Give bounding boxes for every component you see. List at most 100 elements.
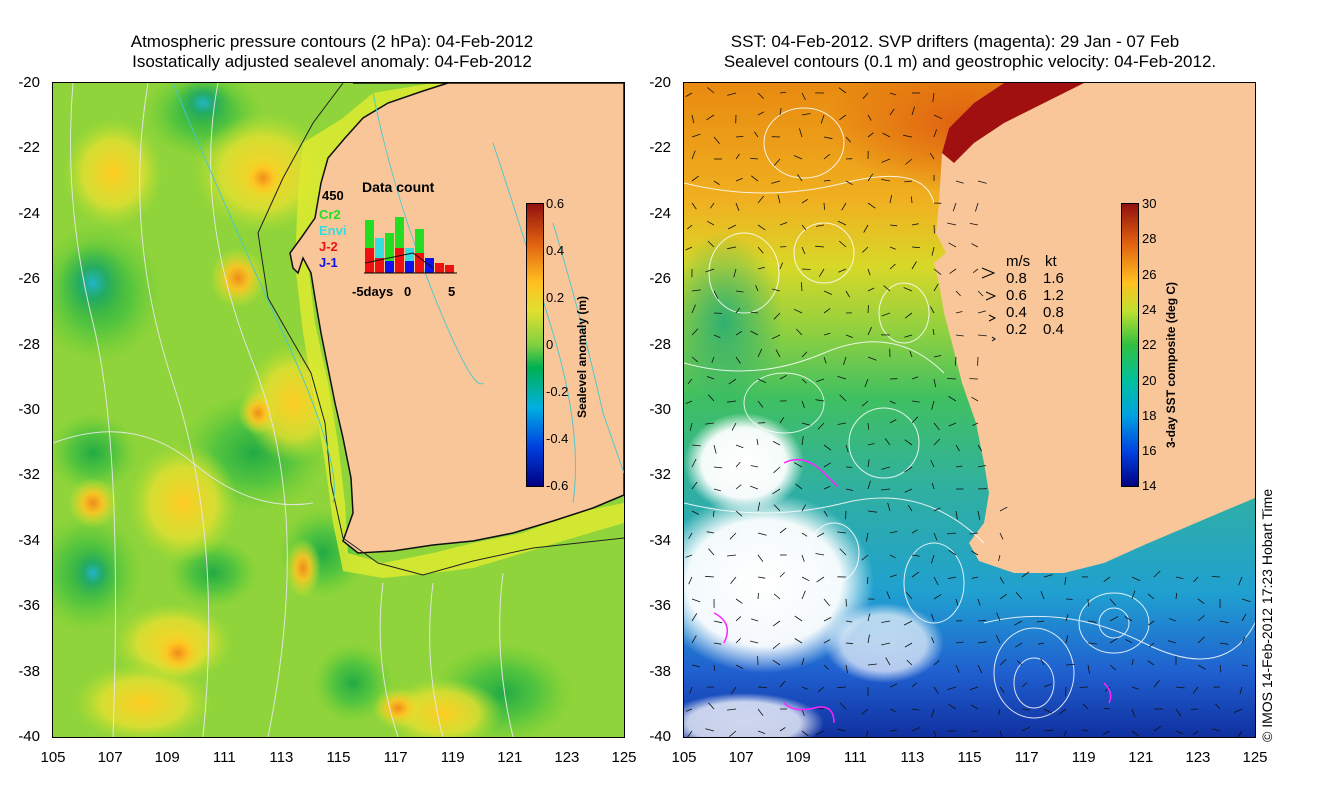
velocity-arrow [931, 613, 935, 622]
velocity-arrow [687, 224, 693, 230]
velocity-arrow [816, 378, 825, 382]
velocity-arrow [865, 730, 869, 737]
velocity-arrow [845, 642, 854, 645]
velocity-arrow [1147, 593, 1155, 600]
velocity-arrow [889, 729, 897, 732]
velocity-arrow [735, 177, 743, 182]
colorbar-tick-label: -0.4 [546, 431, 569, 446]
velocity-arrow [1043, 683, 1052, 688]
velocity-arrow [816, 224, 825, 227]
velocity-arrow [815, 245, 825, 248]
velocity-arrow [1175, 686, 1185, 689]
velocity-arrow [815, 730, 825, 735]
velocity-arrow [801, 378, 807, 384]
velocity-arrow [1234, 708, 1243, 713]
velocity-arrow [911, 529, 918, 534]
y-tick-label: -20 [18, 74, 40, 91]
x-tick-label: 113 [900, 749, 925, 766]
colorbar-tick-label: 0.6 [546, 196, 565, 211]
velocity-arrow [905, 158, 913, 165]
velocity-arrow [837, 422, 847, 425]
x-tick-label: 107 [728, 749, 754, 766]
velocity-arrow [1043, 708, 1053, 714]
velocity-arrow [771, 180, 781, 184]
velocity-arrow [837, 376, 847, 380]
velocity-arrow [823, 153, 831, 160]
velocity-legend-arrows [981, 267, 997, 342]
velocity-arrow [948, 549, 957, 556]
velocity-arrow [889, 419, 897, 424]
y-tick-label: -32 [649, 466, 671, 484]
velocity-arrow [911, 727, 920, 732]
velocity-arrow [757, 195, 765, 204]
velocity-arrow [975, 202, 979, 212]
velocity-arrow [1021, 682, 1028, 688]
velocity-arrow [801, 686, 808, 690]
velocity-arrow [837, 220, 847, 226]
velocity-arrow [687, 378, 693, 385]
velocity-arrow [735, 616, 742, 622]
velocity-arrow [867, 422, 870, 430]
velocity-arrow [688, 576, 693, 585]
velocity-arrow [735, 510, 743, 517]
velocity-arrow [757, 686, 767, 688]
velocity-arrow [886, 591, 891, 600]
velocity-arrow [691, 133, 701, 138]
colorbar-tick-label: 20 [1142, 372, 1157, 388]
velocity-arrow [730, 576, 737, 584]
velocity-arrow [801, 422, 811, 426]
velocity-arrow [1241, 664, 1249, 667]
velocity-arrow [866, 576, 869, 584]
velocity-arrow [862, 246, 869, 253]
velocity-arrow [757, 348, 763, 358]
data-count-x-label-end: 5 [448, 284, 456, 299]
velocity-arrow [777, 194, 781, 204]
velocity-arrow [706, 114, 715, 121]
velocity-arrow [885, 657, 891, 666]
velocity-arrow [817, 532, 825, 538]
velocity-arrow [773, 593, 781, 600]
velocity-arrow [1021, 726, 1030, 732]
y-tick-label: -30 [649, 401, 671, 418]
australia-land [934, 83, 1255, 573]
x-tick-label: 111 [212, 749, 236, 766]
velocity-arrow [688, 532, 693, 539]
velocity-legend-header-ms: m/s [1006, 253, 1031, 270]
data-count-max: 450 [322, 188, 344, 203]
velocity-arrow [932, 92, 935, 102]
velocity-arrow [1190, 708, 1199, 710]
velocity-arrow [691, 635, 697, 644]
velocity-arrow [691, 304, 696, 314]
velocity-arrow [689, 686, 693, 694]
velocity-arrow [837, 728, 847, 732]
velocity-arrow [757, 592, 759, 600]
velocity-arrow [713, 290, 719, 299]
colorbar-tick-label: 0.4 [546, 243, 565, 258]
x-tick-label: 125 [611, 749, 637, 766]
velocity-arrow [801, 351, 808, 358]
velocity-arrow [999, 593, 1008, 600]
velocity-arrow [909, 350, 913, 358]
velocity-arrow [779, 572, 785, 578]
velocity-arrow [977, 180, 987, 184]
velocity-arrow [889, 683, 898, 688]
x-tick-label: 111 [843, 749, 867, 766]
x-tick-label: 121 [1128, 749, 1154, 766]
velocity-arrow [972, 422, 979, 426]
velocity-arrow [779, 374, 787, 380]
velocity-arrow [845, 334, 854, 338]
velocity-arrow [823, 308, 831, 314]
velocity-arrow [1087, 664, 1090, 674]
velocity-arrow [779, 727, 786, 732]
velocity-arrow [685, 400, 693, 404]
velocity-arrow [861, 400, 869, 407]
velocity-arrow [998, 554, 1001, 562]
velocity-arrow [933, 532, 938, 541]
velocity-arrow [1153, 725, 1162, 732]
velocity-arrow [1103, 576, 1111, 583]
velocity-arrow [757, 708, 764, 717]
velocity-arrow [1212, 728, 1221, 732]
velocity-arrow [757, 576, 766, 579]
y-tick-label: -40 [649, 728, 671, 745]
y-tick-label: -22 [18, 139, 40, 157]
